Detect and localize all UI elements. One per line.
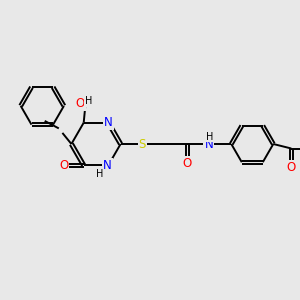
Text: N: N (104, 116, 113, 129)
Text: S: S (139, 137, 146, 151)
Text: O: O (287, 160, 296, 174)
Text: O: O (59, 159, 68, 172)
Text: N: N (103, 159, 112, 172)
Text: H: H (85, 96, 92, 106)
Text: H: H (96, 169, 103, 179)
Text: O: O (183, 157, 192, 170)
Text: N: N (204, 137, 213, 151)
Text: O: O (76, 97, 85, 110)
Text: H: H (206, 131, 213, 142)
